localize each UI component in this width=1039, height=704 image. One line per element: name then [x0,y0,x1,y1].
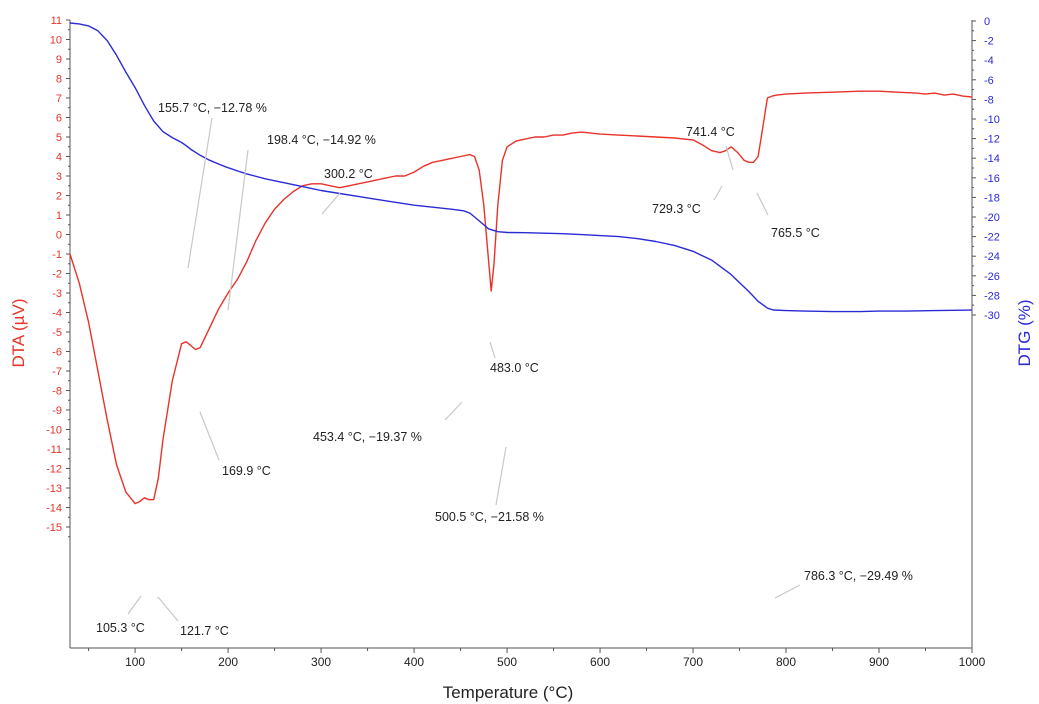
x-tick-label: 800 [776,655,796,669]
left-tick-label: 5 [56,132,62,144]
annotation-leader-line [127,595,142,615]
annotation-label: 155.7 °C, −12.78 % [158,101,267,115]
left-tick-label: -10 [46,425,62,437]
annotation-leader-line [756,192,769,216]
annotation-leader-line [495,446,507,506]
x-axis-title: Temperature (°C) [443,683,574,702]
annotation-leader-line [187,117,213,269]
annotation-label: 169.9 °C [222,464,271,478]
annotation-leader-line [774,584,801,599]
left-tick-label: -15 [46,522,62,534]
right-tick-label: -14 [984,153,1000,165]
left-tick-label: 11 [51,15,62,27]
left-tick-label: -2 [52,269,62,281]
right-tick-label: -8 [984,94,994,106]
x-tick-label: 900 [869,655,889,669]
x-tick-label: 400 [404,655,424,669]
dtg-series-line [69,22,973,313]
right-tick-label: -18 [984,192,1000,204]
annotation-leader-line [713,185,723,201]
left-tick-label: 9 [56,54,62,66]
right-tick-label: -4 [984,55,994,67]
x-tick-label: 500 [497,655,517,669]
right-tick-label: -30 [984,310,1000,322]
annotation-label: 765.5 °C [771,226,820,240]
left-tick-label: -5 [52,327,62,339]
right-tick-label: -20 [984,212,1000,224]
x-tick-label: 300 [311,655,331,669]
left-axis-ticks: 11109876543210-1-2-3-4-5-6-7-8-9-10-11-1… [46,15,70,538]
series-layer [69,22,973,505]
left-tick-label: -8 [52,386,62,398]
annotations: 155.7 °C, −12.78 % 198.4 °C, −14.92 % 300.… [96,101,913,638]
left-tick-label: 6 [56,113,62,125]
x-tick-label: 600 [590,655,610,669]
left-tick-label: -7 [52,366,62,378]
right-tick-label: -26 [984,271,1000,283]
annotation-leader-line [321,192,341,215]
annotation-label: 300.2 °C [324,167,373,181]
right-axis-ticks: 0 -2 -4 -6 -8 -10 -12 -14 -16 -18 -20 -22 -24 -26 -28 -… [972,16,1000,322]
annotation-label: 453.4 °C, −19.37 % [313,430,422,444]
annotation-label: 786.3 °C, −29.49 % [804,569,913,583]
left-tick-label: 2 [56,191,62,203]
annotation-label: 729.3 °C [652,202,701,216]
right-tick-label: 0 [984,16,990,28]
left-tick-label: -12 [46,464,62,476]
annotation-label: 198.4 °C, −14.92 % [267,133,376,147]
left-tick-label: -3 [52,288,62,300]
left-tick-label: 8 [56,74,62,86]
annotation-label: 741.4 °C [686,125,735,139]
x-tick-label: 100 [125,655,145,669]
right-axis-title: DTG (%) [1015,299,1034,366]
left-tick-label: 3 [56,171,62,183]
right-tick-label: -2 [984,36,994,48]
right-tick-label: -24 [984,251,1000,263]
right-tick-label: -10 [984,114,1000,126]
left-tick-label: 4 [56,152,62,164]
right-tick-label: -28 [984,290,1000,302]
annotation-label: 483.0 °C [490,361,539,375]
left-tick-label: -1 [52,249,62,261]
left-tick-label: 0 [56,230,62,242]
annotation-leader-line [489,341,496,359]
x-tick-label: 1000 [959,655,986,669]
annotation-leader-line [227,149,249,311]
left-tick-label: -14 [46,503,62,515]
x-axis-ticks: 100 200 300 400 500 600 700 800 900 1000 [88,648,986,669]
x-tick-label: 200 [218,655,238,669]
annotation-leader-line [725,145,734,171]
left-axis-title: DTA (µV) [9,299,28,368]
annotation-leader-line [199,411,220,461]
left-tick-label: -6 [52,347,62,359]
x-tick-label: 700 [683,655,703,669]
left-tick-label: -11 [47,444,62,456]
left-tick-label: -9 [52,405,62,417]
annotation-leader-line [157,596,179,622]
left-tick-label: 7 [56,93,62,105]
plot-frame [69,20,973,649]
left-tick-label: 1 [56,210,62,222]
annotation-leaders [127,117,801,622]
right-tick-label: -12 [984,134,1000,146]
right-tick-label: -22 [984,232,1000,244]
annotation-label: 500.5 °C, −21.58 % [435,510,544,524]
annotation-label: 105.3 °C [96,621,145,635]
left-tick-label: -13 [46,483,62,495]
annotation-leader-line [444,401,463,421]
annotation-label: 121.7 °C [180,624,229,638]
left-tick-label: 10 [50,35,62,47]
right-tick-label: -16 [984,173,1000,185]
right-tick-label: -6 [984,75,994,87]
left-tick-label: -4 [52,308,62,320]
dta-series-line [69,90,973,505]
